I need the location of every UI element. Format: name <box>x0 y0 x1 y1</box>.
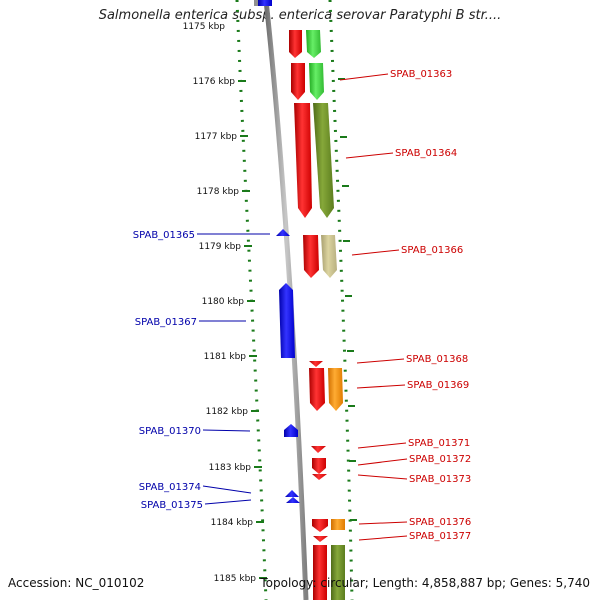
gene-label-left: SPAB_01367 <box>135 317 197 328</box>
cog-bar-01364 <box>313 103 334 218</box>
ruler-ticks <box>238 78 357 579</box>
topology-text: Topology: circular; Length: 4,858,887 bp… <box>260 576 590 590</box>
gene-arrow-spab-01377 <box>313 536 328 542</box>
ruler-tick-labels: 1176 kbp 1177 kbp 1178 kbp 1179 kbp 1180 kbp… <box>193 77 257 584</box>
gene-connector-line <box>356 384 406 389</box>
cog-bar-01376 <box>331 519 345 530</box>
cog-bar-01369 <box>328 368 343 411</box>
gene-label-right: SPAB_01377 <box>409 531 471 542</box>
gene-connector-line <box>345 152 394 159</box>
gene-arrow-spab-01373 <box>312 474 327 480</box>
reverse-strand-genes <box>276 229 300 503</box>
gene-arrow-spab-01374 <box>285 490 299 497</box>
forward-strand-genes <box>289 30 328 600</box>
ruler-top-label: 1175 kbp <box>183 22 226 32</box>
ruler-tick-label: 1182 kbp <box>206 407 249 417</box>
gene-connector-line <box>356 358 405 364</box>
gene-connector-line <box>339 73 389 81</box>
ruler-tick-label: 1178 kbp <box>197 187 240 197</box>
cog-bar-01363 <box>309 63 324 100</box>
gene-label-right: SPAB_01366 <box>401 245 463 256</box>
gene-arrow-spab-01364 <box>294 103 312 218</box>
ruler-tick-label: 1180 kbp <box>202 297 245 307</box>
ruler-tick-label: 1177 kbp <box>195 132 238 142</box>
top-tick-label: 1175 kbp <box>183 22 226 32</box>
gene-connector-line <box>202 429 251 432</box>
gene-arrow-spab-01363 <box>291 63 305 100</box>
gene-label-right: SPAB_01363 <box>390 69 452 80</box>
gene-arrow-partial-bottom <box>313 545 327 600</box>
gene-arrow-spab-01375 <box>286 497 300 503</box>
right-gene-labels: SPAB_01363 SPAB_01364 SPAB_01366 SPAB_01368… <box>339 69 471 542</box>
gene-arrow-spab-01365 <box>276 229 290 236</box>
gene-arrow-spab-01368 <box>309 361 323 367</box>
gene-arrow-spab-01362 <box>289 30 302 58</box>
gene-label-right: SPAB_01369 <box>407 380 469 391</box>
gene-label-right: SPAB_01368 <box>406 354 468 365</box>
gene-label-right: SPAB_01373 <box>409 474 471 485</box>
accession-text: Accession: NC_010102 <box>8 576 145 590</box>
gene-connector-line <box>358 535 408 541</box>
gene-arrow-spab-01366 <box>303 235 319 278</box>
cog-bar-partial-bottom <box>331 545 345 600</box>
map-title: Salmonella enterica subsp. enterica sero… <box>98 8 502 23</box>
ruler-tick-label: 1183 kbp <box>209 463 252 473</box>
gene-arrow-spab-01370 <box>284 424 298 437</box>
gene-label-right: SPAB_01364 <box>395 148 457 159</box>
cog-category-track <box>306 30 345 600</box>
left-gene-labels: SPAB_01365 SPAB_01367 SPAB_01370 SPAB_01374… <box>133 230 270 511</box>
ruler-tick-label: 1179 kbp <box>199 242 242 252</box>
genome-backbone <box>263 0 309 600</box>
gene-arrow-spab-01371 <box>311 446 326 453</box>
ruler-tick-label: 1185 kbp <box>214 574 257 584</box>
gene-connector-line <box>358 521 408 525</box>
gene-arrow-spab-01372 <box>312 458 326 474</box>
gene-connector-line <box>202 485 252 494</box>
gene-arrow-spab-01369 <box>309 368 325 411</box>
gene-label-left: SPAB_01365 <box>133 230 195 241</box>
partial-gene-blue <box>258 0 272 6</box>
ruler-tick-label: 1176 kbp <box>193 77 236 87</box>
cog-bar-01362 <box>306 30 321 58</box>
gene-connector-line <box>351 249 400 256</box>
gene-arrow-spab-01367 <box>279 283 295 358</box>
gene-label-left: SPAB_01370 <box>139 426 201 437</box>
gene-connector-line <box>357 458 408 466</box>
gene-connector-line <box>357 474 408 480</box>
gene-label-left: SPAB_01375 <box>141 500 203 511</box>
inner-dotted-arc <box>328 0 354 600</box>
gene-connector-line <box>357 442 407 449</box>
ruler-tick-label: 1184 kbp <box>211 518 254 528</box>
gene-label-right: SPAB_01376 <box>409 517 471 528</box>
gene-label-right: SPAB_01372 <box>409 454 471 465</box>
cog-bar-01366 <box>321 235 337 278</box>
gene-label-right: SPAB_01371 <box>408 438 470 449</box>
ruler-tick-label: 1181 kbp <box>204 352 247 362</box>
gene-connector-line <box>204 499 252 505</box>
gene-label-left: SPAB_01374 <box>139 482 201 493</box>
gene-arrow-spab-01376 <box>312 519 328 532</box>
